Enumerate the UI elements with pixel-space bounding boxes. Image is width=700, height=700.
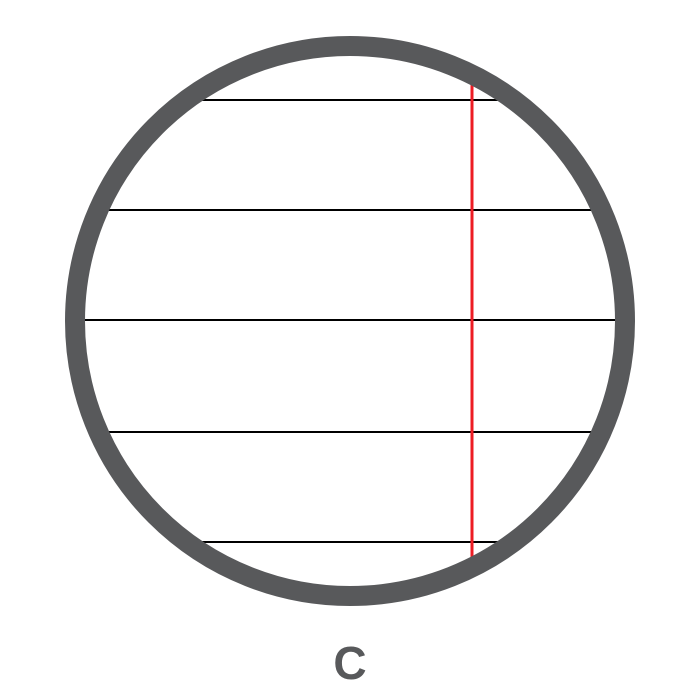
diagram-caption: C <box>0 636 700 690</box>
paper-ruling-diagram <box>0 0 700 700</box>
diagram-container: C <box>0 0 700 700</box>
